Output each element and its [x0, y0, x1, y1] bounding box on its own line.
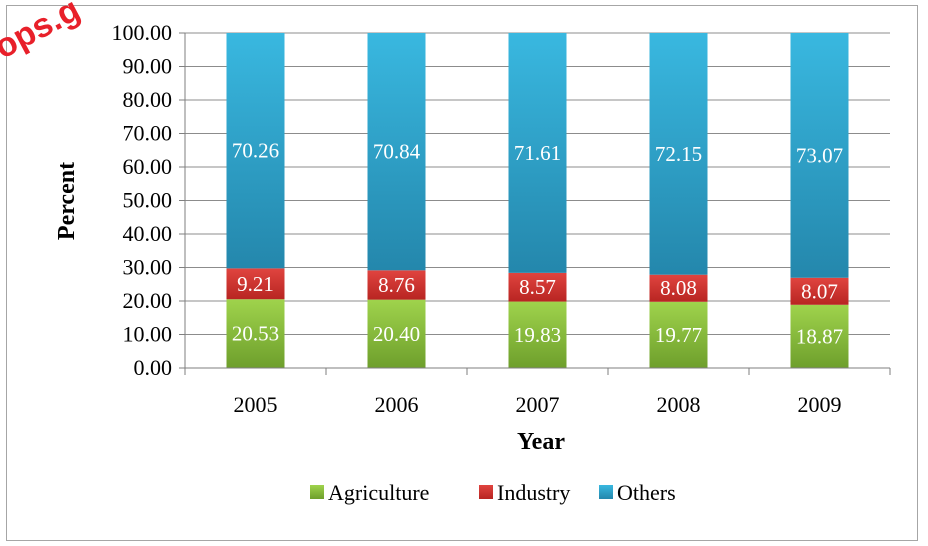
y-tick-label: 50.00 [123, 188, 173, 213]
data-label: 19.77 [655, 323, 702, 347]
bar-segment-industry [649, 274, 708, 302]
data-label: 72.15 [655, 142, 702, 166]
chart-frame [6, 5, 918, 541]
bar-segment-industry [226, 268, 285, 300]
data-label: 70.26 [232, 139, 279, 163]
x-tick-label: 2006 [375, 392, 419, 417]
y-tick-label: 0.00 [134, 355, 173, 380]
axes [179, 32, 891, 375]
bar-segment-agriculture [649, 301, 708, 368]
data-label: 8.07 [801, 279, 838, 303]
y-tick-label: 90.00 [123, 54, 173, 79]
bar-segment-agriculture [226, 299, 285, 368]
data-label: 8.08 [660, 276, 697, 300]
bar-segment-industry [508, 272, 567, 302]
data-label: 18.87 [796, 324, 843, 348]
y-tick-label: 70.00 [123, 121, 173, 146]
bar-segment-others [226, 33, 285, 269]
legend-swatch-industry [479, 485, 493, 499]
bars: 20.53 9.21 70.26 20.40 8.76 70.84 19.83 8.57 71.… [226, 32, 849, 368]
legend-swatch-others [599, 485, 613, 499]
bar-segment-others [790, 32, 849, 278]
y-tick-label: 10.00 [123, 322, 173, 347]
data-label: 20.40 [373, 322, 420, 346]
y-tick-label: 60.00 [123, 154, 173, 179]
data-label: 8.76 [378, 273, 415, 297]
bar-segment-others [508, 32, 567, 273]
x-tick-label: 2008 [657, 392, 701, 417]
data-label: 71.61 [514, 141, 561, 165]
y-tick-labels: 0.00 10.00 20.00 30.00 40.00 50.00 60.00 70.00 8… [112, 20, 173, 380]
x-tick-label: 2007 [516, 392, 560, 417]
bar-segment-industry [367, 270, 426, 300]
data-label: 9.21 [237, 272, 274, 296]
bar-segment-others [367, 33, 426, 271]
y-tick-label: 30.00 [123, 255, 173, 280]
data-label: 70.84 [373, 140, 421, 164]
bar-segment-others [649, 33, 708, 275]
bar-segment-agriculture [790, 304, 849, 368]
legend-label-others: Others [617, 480, 676, 505]
y-axis-title: Percent [54, 162, 80, 240]
data-label: 20.53 [232, 322, 279, 346]
data-label: 73.07 [796, 143, 843, 167]
legend-swatch-agriculture [310, 485, 324, 499]
y-tick-label: 20.00 [123, 288, 173, 313]
bar-segment-industry [790, 277, 849, 305]
legend-label-agriculture: Agriculture [328, 480, 429, 505]
y-tick-label: 100.00 [112, 20, 173, 45]
y-tick-label: 40.00 [123, 221, 173, 246]
x-tick-labels: 2005 2006 2007 2008 2009 [234, 392, 842, 417]
bar-segment-agriculture [508, 301, 567, 368]
bar-segment-agriculture [367, 299, 426, 368]
watermark-text: ops.g [0, 0, 86, 66]
data-label: 19.83 [514, 323, 561, 347]
x-tick-label: 2009 [798, 392, 842, 417]
data-label: 8.57 [519, 275, 556, 299]
x-tick-label: 2005 [234, 392, 278, 417]
x-axis-title: Year [517, 429, 565, 455]
legend: Agriculture Industry Others [310, 480, 676, 505]
legend-label-industry: Industry [497, 480, 570, 505]
y-tick-label: 80.00 [123, 87, 173, 112]
